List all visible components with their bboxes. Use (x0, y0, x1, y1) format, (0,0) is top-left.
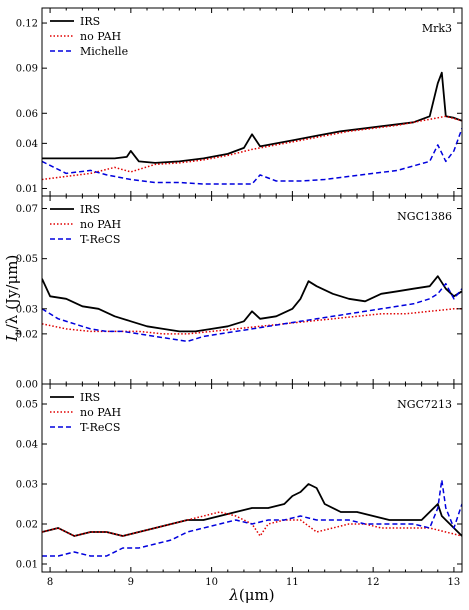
series-line-no-pah (42, 511, 462, 537)
y-tick-label: 0.02 (16, 329, 38, 340)
legend-entry: no PAH (80, 406, 121, 419)
y-axis-label-sub: ν (13, 329, 24, 335)
series-group (42, 479, 462, 557)
y-tick-label: 0.04 (16, 139, 38, 150)
y-tick-label: 0.05 (16, 400, 38, 411)
series-line-irs (42, 275, 462, 333)
panels: 0.01 0.04 0.06 0.09 0.12 IRS no PAH Michelle Mrk… (16, 7, 463, 588)
x-axis-label-rest: (μm) (239, 586, 275, 604)
panel-frame (41, 383, 463, 573)
x-tick-label: 9 (128, 577, 134, 588)
x-tick-label: 11 (286, 577, 299, 588)
legend-entry: no PAH (80, 30, 121, 43)
series-line-no-pah (42, 115, 462, 181)
x-tick-label: 10 (205, 577, 218, 588)
panel-label: NGC1386 (397, 210, 452, 223)
panel-label: NGC7213 (397, 398, 452, 411)
y-tick-label: 0.01 (16, 184, 38, 195)
legend-entry: T-ReCS (80, 421, 120, 434)
y-tick-label: 0.01 (16, 560, 38, 571)
series-line-irs (42, 71, 462, 164)
legend: IRS no PAH Michelle (50, 15, 128, 58)
x-axis-label-sym: λ (228, 586, 239, 604)
legend-entry: IRS (80, 391, 100, 404)
panel-label: Mrk3 (422, 22, 452, 35)
y-tick-label: 0.05 (16, 254, 38, 265)
series-group (42, 71, 462, 185)
y-axis-label-base: I (3, 334, 21, 342)
x-tick-label: 13 (448, 577, 461, 588)
y-tick-label: 0.04 (16, 440, 38, 451)
legend-entry: no PAH (80, 218, 121, 231)
panel-mrk3: 0.01 0.04 0.06 0.09 0.12 IRS no PAH Michelle Mrk… (16, 7, 463, 197)
y-tick-label: 0.07 (16, 204, 38, 215)
series-line-michelle (42, 128, 462, 185)
legend: IRS no PAH T-ReCS (50, 391, 121, 434)
x-tick-label: 8 (47, 577, 53, 588)
y-axis-label-rest: /λ (Jy/μm) (3, 255, 21, 330)
y-tick-label: 0.06 (16, 109, 38, 120)
panel-ngc1386: 0.00 0.02 0.03 0.05 0.07 IRS no PAH T-ReCS NGC13… (16, 195, 463, 391)
y-tick-label: 0.02 (16, 520, 38, 531)
legend-entry: T-ReCS (80, 233, 120, 246)
series-line-irs (42, 483, 462, 537)
y-tick-label: 0.09 (16, 64, 38, 75)
x-tick-label: 12 (367, 577, 380, 588)
y-axis-label: Iν/λ (Jy/μm) (3, 255, 24, 343)
legend-entry: IRS (80, 15, 100, 28)
y-tick-label: 0.12 (16, 19, 38, 30)
y-tick-label: 0.00 (16, 380, 38, 391)
x-axis-label: λ(μm) (228, 586, 274, 604)
legend: IRS no PAH T-ReCS (50, 203, 121, 246)
y-tick-label: 0.03 (16, 304, 38, 315)
panel-ngc7213: 0.01 0.02 0.03 0.04 0.05 8 9 10 11 12 13 IRS no PAH T… (16, 383, 463, 588)
legend-entry: Michelle (80, 45, 128, 58)
series-group (42, 275, 462, 343)
series-line-t-recs (42, 479, 462, 557)
series-line-t-recs (42, 282, 462, 343)
legend-entry: IRS (80, 203, 100, 216)
series-line-no-pah (42, 308, 462, 335)
y-tick-label: 0.03 (16, 480, 38, 491)
